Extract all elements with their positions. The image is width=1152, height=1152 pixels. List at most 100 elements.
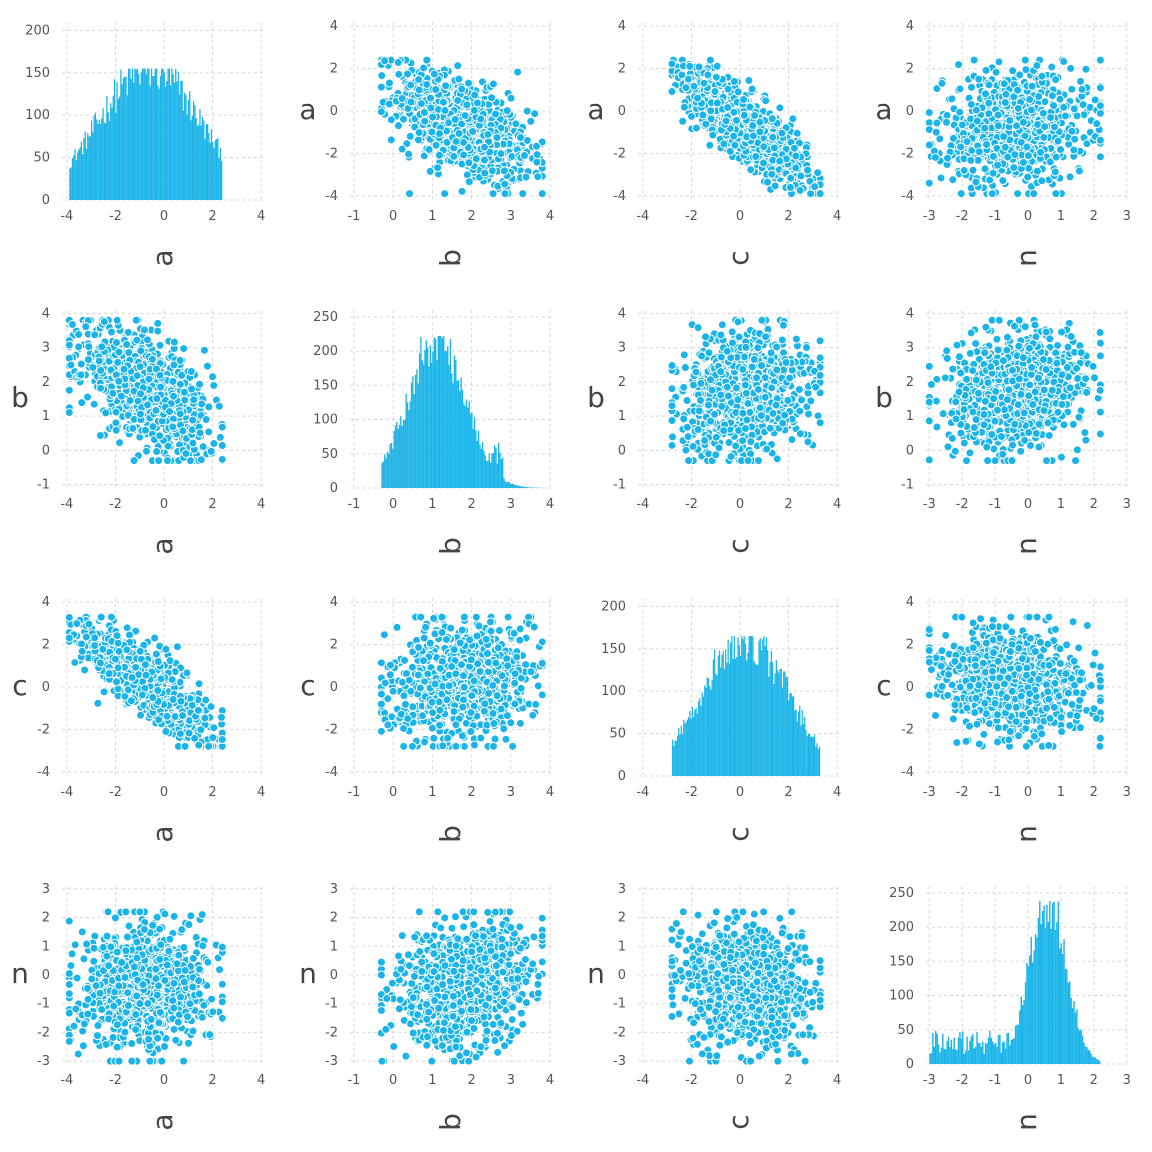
hist-bar bbox=[386, 451, 389, 488]
x-tick-label: -2 bbox=[956, 209, 969, 224]
hist-bar bbox=[157, 85, 159, 200]
hist-bar bbox=[410, 382, 413, 488]
scatter-point bbox=[169, 337, 179, 347]
scatter-point bbox=[749, 354, 759, 364]
hist-bar bbox=[400, 416, 402, 488]
hist-bar bbox=[181, 80, 183, 200]
scatter-point bbox=[766, 348, 776, 358]
scatter-point bbox=[66, 360, 76, 370]
hist-bar bbox=[484, 455, 486, 488]
hist-bar bbox=[453, 355, 456, 488]
scatter-point bbox=[101, 408, 111, 418]
x-tick-label: -3 bbox=[923, 209, 936, 224]
hist-bar bbox=[493, 445, 496, 488]
hist-bar bbox=[124, 76, 126, 200]
scatter-point bbox=[716, 390, 726, 400]
hist-bar bbox=[480, 448, 482, 488]
scatter-point bbox=[128, 423, 138, 433]
scatter-point bbox=[719, 139, 729, 149]
scatter-point bbox=[90, 330, 100, 340]
y-tick-label: 150 bbox=[25, 66, 50, 81]
y-tick-label: -2 bbox=[325, 146, 338, 161]
scatter-point bbox=[429, 69, 439, 79]
scatter-point bbox=[83, 392, 93, 402]
scatter-point bbox=[464, 78, 474, 88]
x-tick-label: 1 bbox=[428, 209, 436, 224]
scatter-point bbox=[753, 384, 763, 394]
scatter-point bbox=[153, 318, 163, 328]
scatter-point bbox=[693, 323, 703, 333]
hist-bar bbox=[79, 146, 81, 200]
hist-bar bbox=[412, 376, 414, 488]
scatter-point bbox=[1070, 134, 1080, 144]
hist-bar bbox=[422, 364, 425, 488]
hist-bar bbox=[126, 95, 128, 200]
scatter-point bbox=[769, 143, 779, 153]
scatter-point bbox=[453, 61, 463, 71]
y-tick-label: -1 bbox=[901, 478, 914, 493]
scatter-point bbox=[108, 388, 118, 398]
scatter-point bbox=[689, 81, 699, 91]
scatter-point bbox=[716, 367, 726, 377]
hist-bar bbox=[184, 92, 186, 200]
scatter-point bbox=[1013, 103, 1023, 113]
scatter-point bbox=[419, 63, 429, 73]
scatter-point bbox=[1095, 135, 1105, 145]
scatter-point bbox=[796, 171, 806, 181]
scatter-point bbox=[431, 140, 441, 150]
scatter-point bbox=[813, 168, 823, 178]
scatter-point bbox=[204, 427, 214, 437]
scatter-point bbox=[132, 335, 142, 345]
scatter-point bbox=[738, 364, 748, 374]
scatter-point bbox=[691, 123, 701, 133]
scatter-point bbox=[703, 400, 713, 410]
scatter-point bbox=[464, 158, 474, 168]
scatter-point bbox=[422, 79, 432, 89]
scatter-point bbox=[1013, 189, 1023, 199]
scatter-point bbox=[752, 373, 762, 383]
hist-bar bbox=[217, 138, 219, 200]
scatter-point bbox=[984, 109, 994, 119]
scatter-point bbox=[739, 352, 749, 362]
x-tick-label: 2 bbox=[1090, 497, 1098, 512]
scatter-point bbox=[1008, 66, 1018, 76]
hist-bar bbox=[496, 464, 498, 488]
scatter-point bbox=[968, 165, 978, 175]
y-tick-label: 2 bbox=[906, 375, 914, 390]
x-axis-label: n bbox=[1010, 249, 1043, 267]
y-tick-label: 200 bbox=[25, 23, 50, 38]
scatter-point bbox=[1050, 167, 1060, 177]
scatter-point bbox=[195, 428, 205, 438]
hist-bar bbox=[526, 487, 528, 488]
scatter-point bbox=[795, 429, 805, 439]
scatter-point bbox=[682, 395, 692, 405]
y-tick-label: 2 bbox=[618, 375, 626, 390]
scatter-point bbox=[744, 76, 754, 86]
scatter-point bbox=[113, 357, 123, 367]
hist-bar bbox=[219, 148, 222, 200]
scatter-point bbox=[1067, 84, 1077, 94]
scatter-point bbox=[731, 115, 741, 125]
hist-bar bbox=[500, 458, 503, 488]
scatter-point bbox=[679, 414, 689, 424]
scatter-point bbox=[209, 439, 219, 449]
scatter-point bbox=[496, 149, 506, 159]
hist-bar bbox=[420, 336, 422, 488]
x-tick-label: 0 bbox=[736, 209, 744, 224]
scatter-point bbox=[932, 422, 942, 432]
scatter-point bbox=[738, 408, 748, 418]
hist-bar bbox=[177, 71, 179, 200]
scatter-point bbox=[462, 100, 472, 110]
hist-bar bbox=[206, 124, 209, 200]
scatter-point bbox=[469, 105, 479, 115]
hist-bar bbox=[518, 486, 520, 488]
hist-bar bbox=[460, 377, 462, 488]
scatter-point bbox=[746, 165, 756, 175]
hist-bar bbox=[182, 110, 185, 200]
hist-bar bbox=[70, 167, 72, 200]
y-tick-label: 4 bbox=[906, 19, 914, 34]
scatter-point bbox=[705, 55, 715, 65]
